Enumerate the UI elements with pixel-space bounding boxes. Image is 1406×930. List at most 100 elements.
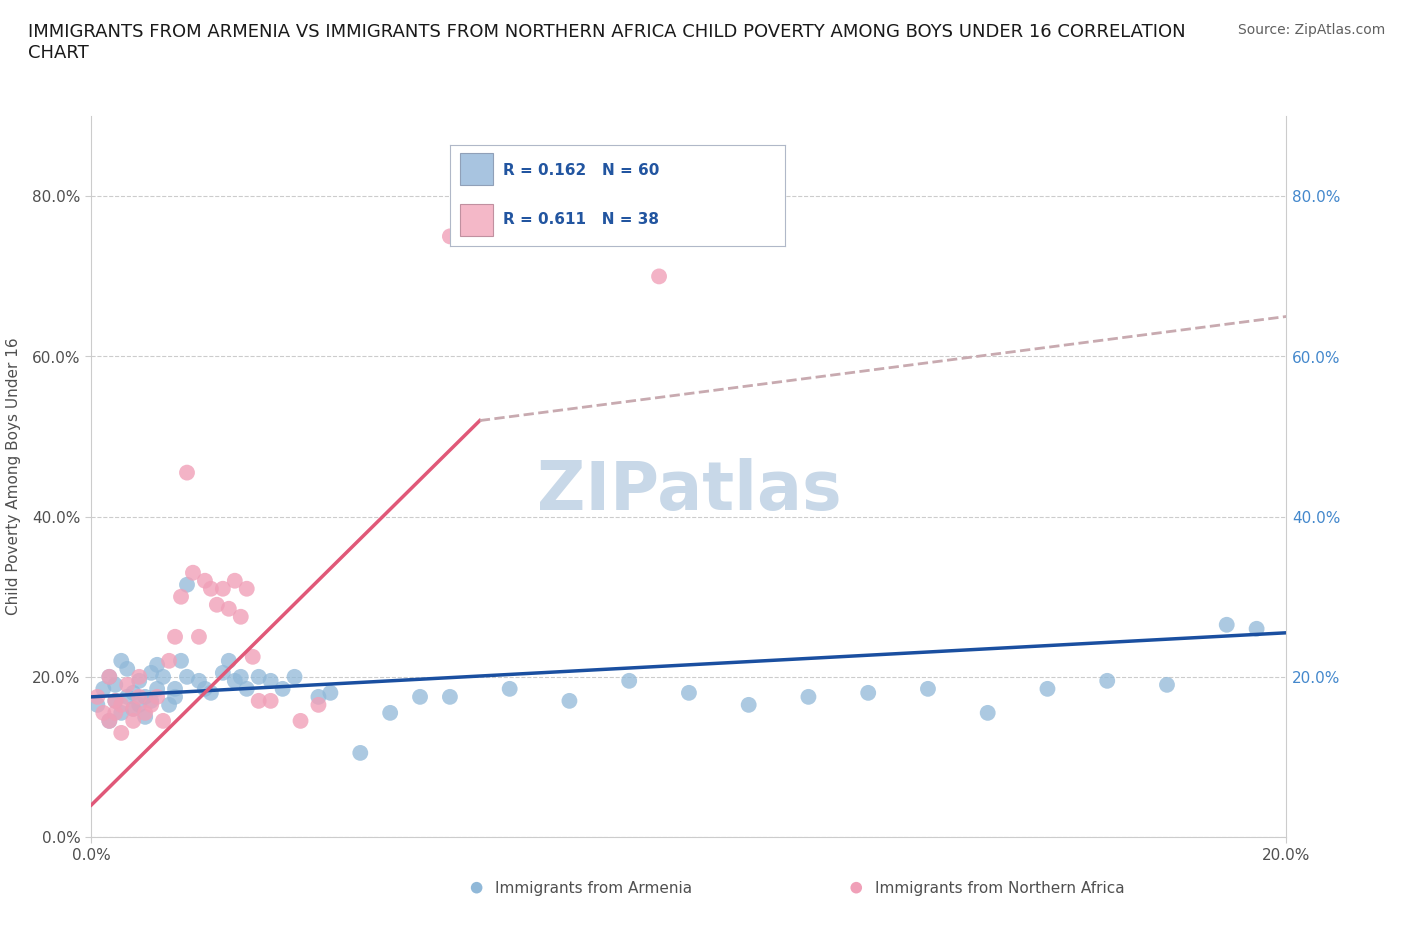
Point (247, 694, 270, 709)
Point (122, 713, 145, 728)
Point (141, 698, 163, 712)
Point (128, 670, 150, 684)
Point (86, 689, 108, 704)
Point (235, 682, 259, 697)
Point (128, 689, 150, 704)
Point (439, 689, 461, 704)
Point (163, 689, 186, 704)
Point (194, 682, 217, 697)
Text: ZIPatlas: ZIPatlas (537, 458, 841, 524)
Point (349, 746, 371, 761)
Point (163, 682, 186, 697)
Point (110, 725, 132, 740)
Point (205, 597, 228, 612)
Point (93, 682, 115, 697)
Point (98, 713, 121, 728)
Point (128, 673, 150, 688)
Point (229, 670, 252, 684)
Point (93, 706, 115, 721)
Point (176, 465, 198, 480)
Point (1097, 673, 1119, 688)
Point (380, 706, 402, 721)
Point (678, 685, 700, 700)
Point (188, 630, 211, 644)
Point (271, 682, 294, 697)
Point (141, 694, 163, 709)
Point (134, 706, 156, 721)
Point (218, 654, 240, 669)
Point (465, 880, 488, 895)
Point (1246, 621, 1268, 636)
Point (290, 713, 312, 728)
Point (110, 706, 132, 721)
Point (858, 685, 880, 700)
Point (122, 701, 145, 716)
Point (146, 658, 169, 672)
Point (439, 229, 461, 244)
Point (104, 694, 127, 709)
Point (1156, 677, 1178, 692)
Point (170, 654, 193, 669)
Point (619, 673, 641, 688)
Point (229, 609, 252, 624)
Point (146, 689, 169, 704)
Point (128, 698, 150, 712)
Point (104, 706, 127, 721)
Point (200, 685, 222, 700)
Point (797, 689, 820, 704)
Point (648, 269, 671, 284)
Point (1036, 682, 1059, 697)
Point (259, 673, 281, 688)
Point (247, 670, 270, 684)
Point (176, 670, 198, 684)
Point (98, 713, 121, 728)
Point (115, 677, 138, 692)
Point (200, 581, 222, 596)
Point (122, 701, 145, 716)
Point (115, 689, 138, 704)
Point (104, 677, 127, 692)
Point (1216, 618, 1239, 632)
Point (211, 665, 233, 680)
Text: Immigrants from Armenia: Immigrants from Armenia (495, 881, 692, 896)
Point (110, 698, 132, 712)
Point (122, 685, 145, 700)
Point (157, 654, 180, 669)
Text: Source: ZipAtlas.com: Source: ZipAtlas.com (1237, 23, 1385, 37)
Point (134, 689, 156, 704)
Point (224, 573, 246, 588)
Point (152, 670, 174, 684)
Point (917, 682, 939, 697)
Point (141, 665, 163, 680)
Point (188, 673, 211, 688)
Point (146, 682, 169, 697)
Point (218, 602, 240, 617)
Point (152, 713, 174, 728)
Point (242, 649, 264, 664)
Point (110, 654, 132, 669)
Point (134, 710, 156, 724)
Point (737, 698, 759, 712)
Point (235, 581, 259, 596)
Point (976, 706, 998, 721)
Point (307, 689, 329, 704)
Point (181, 565, 204, 580)
Point (176, 578, 198, 592)
Point (558, 694, 581, 709)
Point (86, 698, 108, 712)
Text: Immigrants from Northern Africa: Immigrants from Northern Africa (875, 881, 1125, 896)
Point (224, 673, 246, 688)
Point (98, 670, 121, 684)
Point (98, 670, 121, 684)
Point (157, 698, 180, 712)
Point (211, 581, 233, 596)
Point (163, 630, 186, 644)
Y-axis label: Child Poverty Among Boys Under 16: Child Poverty Among Boys Under 16 (6, 338, 21, 616)
Point (104, 694, 127, 709)
Point (259, 694, 281, 709)
Point (170, 590, 193, 604)
Point (194, 573, 217, 588)
Point (284, 670, 307, 684)
Text: IMMIGRANTS FROM ARMENIA VS IMMIGRANTS FROM NORTHERN AFRICA CHILD POVERTY AMONG B: IMMIGRANTS FROM ARMENIA VS IMMIGRANTS FR… (28, 23, 1185, 62)
Point (499, 682, 522, 697)
